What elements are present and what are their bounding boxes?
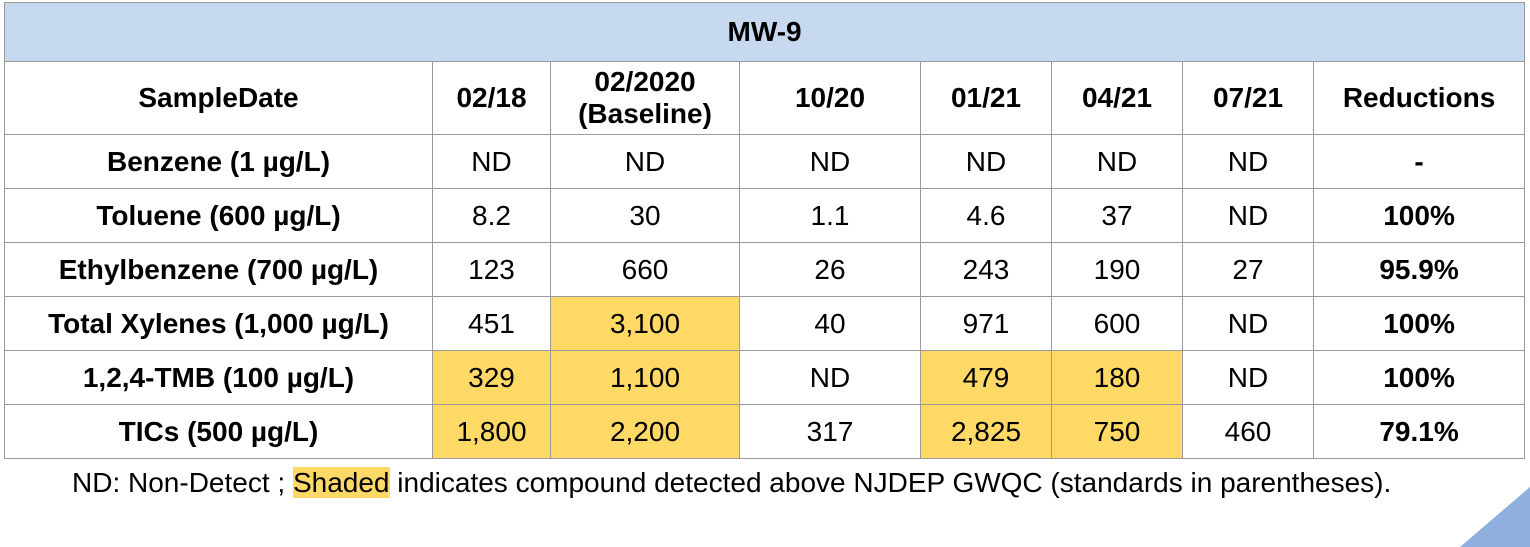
value-cell: 329: [432, 350, 551, 405]
parameter-label: TICs (500 µg/L): [4, 404, 433, 459]
results-table: MW-9 SampleDate 02/18 02/2020 (Baseline) 10…: [3, 2, 1526, 459]
footnote-prefix: ND: Non-Detect ;: [72, 467, 293, 498]
value-cell: 2,825: [920, 404, 1052, 459]
parameter-label: Ethylbenzene (700 µg/L): [4, 242, 433, 297]
header-date-line1: 10/20: [794, 82, 866, 113]
value-cell: 750: [1051, 404, 1183, 459]
value-cell: 27: [1182, 242, 1314, 297]
header-date-2: 02/2020 (Baseline): [550, 61, 740, 135]
reduction-cell: 100%: [1312, 188, 1526, 243]
parameter-label: 1,2,4-TMB (100 µg/L): [4, 350, 433, 405]
corner-triangle-decoration: [1460, 487, 1530, 547]
corner-triangle-shape: [1460, 487, 1530, 547]
table-row: Ethylbenzene (700 µg/L) 123 660 26 243 190 27 9…: [4, 242, 1526, 297]
reduction-cell: 79.1%: [1312, 404, 1526, 459]
table-row: 1,2,4-TMB (100 µg/L) 329 1,100 ND 479 180 ND 10…: [4, 350, 1526, 405]
parameter-label: Total Xylenes (1,000 µg/L): [4, 296, 433, 351]
table-row: Total Xylenes (1,000 µg/L) 451 3,100 40 971 6…: [4, 296, 1526, 351]
footnote-suffix: indicates compound detected above NJDEP …: [389, 467, 1392, 498]
header-sampledate: SampleDate: [4, 61, 433, 135]
reduction-cell: 95.9%: [1312, 242, 1526, 297]
reduction-cell: 100%: [1312, 296, 1526, 351]
value-cell: ND: [739, 350, 921, 405]
value-cell: 8.2: [432, 188, 551, 243]
value-cell: 600: [1051, 296, 1183, 351]
table-title: MW-9: [3, 2, 1526, 62]
header-date-6: 07/21: [1182, 61, 1314, 135]
value-cell: ND: [920, 134, 1052, 189]
value-cell: 3,100: [550, 296, 740, 351]
value-cell: ND: [1182, 350, 1314, 405]
value-cell: 660: [550, 242, 740, 297]
value-cell: ND: [739, 134, 921, 189]
parameter-label: Toluene (600 µg/L): [4, 188, 433, 243]
value-cell: 37: [1051, 188, 1183, 243]
value-cell: 1,100: [550, 350, 740, 405]
header-date-line2: (Baseline): [578, 98, 712, 129]
value-cell: 460: [1182, 404, 1314, 459]
header-row: SampleDate 02/18 02/2020 (Baseline) 10/20 01…: [4, 61, 1526, 135]
value-cell: 26: [739, 242, 921, 297]
value-cell: ND: [1182, 188, 1314, 243]
header-reductions: Reductions: [1312, 61, 1526, 135]
header-date-line1: 02/2020: [594, 66, 696, 97]
header-date-4: 01/21: [920, 61, 1052, 135]
table-row: TICs (500 µg/L) 1,800 2,200 317 2,825 750 460 7…: [4, 404, 1526, 459]
value-cell: 40: [739, 296, 921, 351]
header-date-5: 04/21: [1051, 61, 1183, 135]
value-cell: ND: [550, 134, 740, 189]
header-date-1: 02/18: [432, 61, 551, 135]
value-cell: 123: [432, 242, 551, 297]
table-row: Toluene (600 µg/L) 8.2 30 1.1 4.6 37 ND 100%: [4, 188, 1526, 243]
value-cell: 190: [1051, 242, 1183, 297]
value-cell: 971: [920, 296, 1052, 351]
value-cell: 451: [432, 296, 551, 351]
value-cell: ND: [1182, 134, 1314, 189]
value-cell: 1,800: [432, 404, 551, 459]
header-date-line1: 02/18: [456, 82, 527, 113]
table-row: Benzene (1 µg/L) ND ND ND ND ND ND -: [4, 134, 1526, 189]
value-cell: ND: [432, 134, 551, 189]
reduction-cell: -: [1312, 134, 1526, 189]
header-date-line1: 07/21: [1212, 82, 1284, 113]
value-cell: 2,200: [550, 404, 740, 459]
value-cell: 243: [920, 242, 1052, 297]
value-cell: ND: [1051, 134, 1183, 189]
reduction-cell: 100%: [1312, 350, 1526, 405]
header-date-line1: 01/21: [950, 82, 1022, 113]
value-cell: 180: [1051, 350, 1183, 405]
table-title-row: MW-9: [3, 2, 1526, 62]
footnote: ND: Non-Detect ; Shaded indicates compou…: [72, 464, 1458, 501]
header-date-3: 10/20: [739, 61, 921, 135]
footnote-shaded-highlight: Shaded: [292, 467, 390, 498]
value-cell: 1.1: [739, 188, 921, 243]
value-cell: 30: [550, 188, 740, 243]
header-date-line1: 04/21: [1081, 82, 1153, 113]
parameter-label: Benzene (1 µg/L): [4, 134, 433, 189]
value-cell: ND: [1182, 296, 1314, 351]
value-cell: 317: [739, 404, 921, 459]
value-cell: 479: [920, 350, 1052, 405]
value-cell: 4.6: [920, 188, 1052, 243]
